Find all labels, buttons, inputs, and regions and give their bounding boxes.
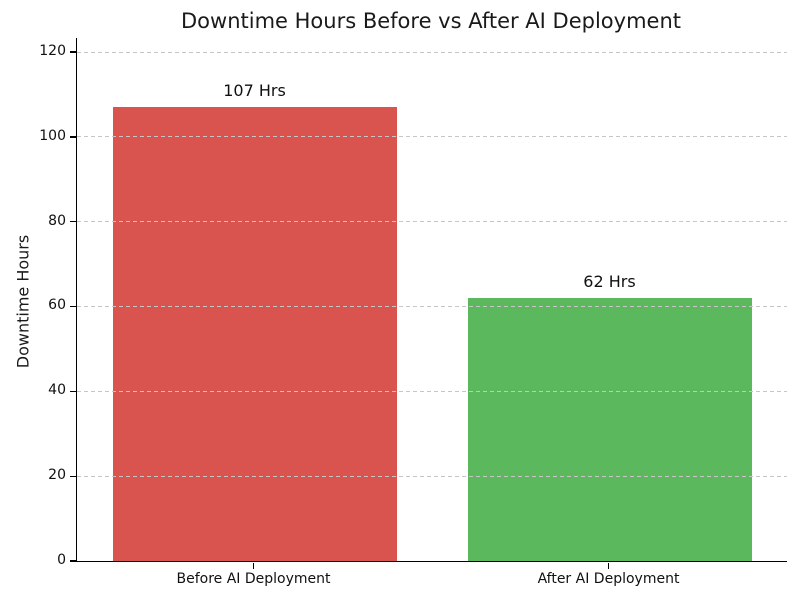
gridline-20 <box>77 475 787 477</box>
y-tick-label-100: 100 <box>39 127 66 144</box>
y-tick-mark-60 <box>70 305 76 308</box>
gridline-60 <box>77 306 787 307</box>
y-tick-mark-40 <box>70 390 76 393</box>
y-tick-label-60: 60 <box>48 297 66 314</box>
gridline-120 <box>77 51 787 53</box>
gridline-40 <box>77 390 787 392</box>
y-tick-mark-80 <box>70 221 76 223</box>
x-tick-label-1: After AI Deployment <box>537 571 680 587</box>
plot-area: 107 Hrs 62 Hrs <box>76 38 787 562</box>
bar-value-label-1: 62 Hrs <box>583 272 636 292</box>
y-tick-label-40: 40 <box>48 382 66 399</box>
x-tick-mark-0 <box>252 562 255 569</box>
y-tick-label-0: 0 <box>57 552 66 568</box>
y-tick-mark-20 <box>70 475 76 477</box>
y-tick-label-80: 80 <box>48 212 66 229</box>
y-tick-label-120: 120 <box>39 42 66 59</box>
y-tick-mark-0 <box>70 560 76 562</box>
y-tick-mark-100 <box>70 136 76 138</box>
x-tick-mark-1 <box>607 562 610 569</box>
gridline-100 <box>77 136 787 138</box>
y-tick-mark-120 <box>70 51 76 53</box>
chart-title: Downtime Hours Before vs After AI Deploy… <box>181 9 681 33</box>
gridline-80 <box>77 221 787 223</box>
bar-1 <box>467 298 752 561</box>
bar-value-label-0: 107 Hrs <box>223 81 286 101</box>
x-tick-label-0: Before AI Deployment <box>176 571 331 587</box>
y-tick-label-20: 20 <box>48 467 66 484</box>
bar-0 <box>112 107 397 561</box>
